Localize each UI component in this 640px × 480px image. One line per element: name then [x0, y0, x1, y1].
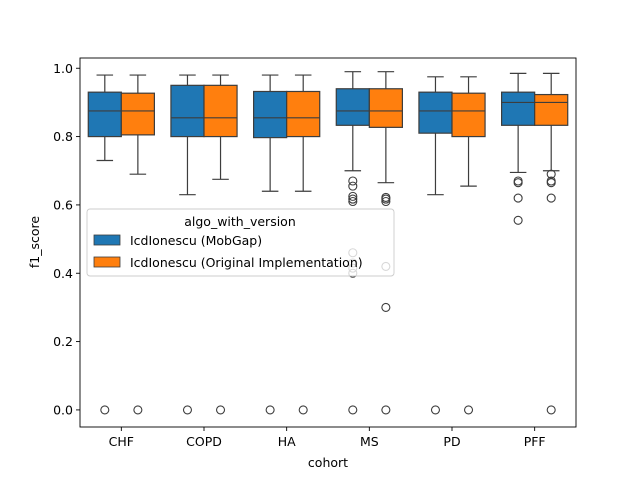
outlier-point — [100, 405, 110, 415]
outlier-point — [265, 405, 275, 415]
outlier-point — [546, 193, 556, 203]
y-tick-label: 0.0 — [53, 402, 73, 417]
box-chf-series-0 — [87, 74, 122, 415]
y-tick-label: 0.6 — [53, 197, 73, 212]
x-tick-label: HA — [278, 434, 296, 449]
legend-label-mobgap: IcdIonescu (MobGap) — [130, 233, 262, 248]
box-body — [368, 88, 404, 128]
outlier-point — [513, 193, 523, 203]
outlier-point — [546, 405, 556, 415]
x-axis-label: cohort — [308, 455, 348, 470]
y-tick-label: 0.8 — [53, 129, 73, 144]
outlier-point — [133, 405, 143, 415]
outlier-point — [513, 215, 523, 225]
box-body — [87, 91, 122, 138]
x-tick-label: MS — [360, 434, 379, 449]
outlier-point — [463, 405, 474, 415]
outlier-point — [381, 192, 391, 202]
outlier-point — [182, 405, 193, 415]
box-body — [286, 90, 321, 138]
y-tick-label: 0.2 — [53, 334, 73, 349]
outlier-point — [348, 405, 358, 415]
box-pd-series-1 — [451, 76, 486, 415]
box-copd-series-0 — [170, 74, 205, 415]
box-body — [170, 84, 205, 138]
box-pff-series-0 — [501, 72, 536, 225]
y-tick-label: 1.0 — [53, 61, 73, 76]
outlier-point — [381, 405, 391, 415]
y-axis-label: f1_score — [27, 216, 42, 269]
outlier-point — [348, 191, 358, 201]
y-axis: 0.0 0.2 0.4 0.6 0.8 1.0 — [53, 61, 80, 417]
x-tick-label: CHF — [109, 434, 134, 449]
axes-frame — [79, 57, 577, 428]
legend: algo_with_version IcdIonescu (MobGap) Ic… — [86, 208, 395, 277]
x-tick-label: PD — [443, 434, 460, 449]
box-ms-series-1 — [368, 71, 404, 415]
outlier-point — [513, 176, 523, 186]
outlier-point — [348, 181, 358, 191]
box-body — [501, 91, 536, 126]
outlier-point — [546, 176, 556, 186]
legend-swatch-mobgap — [93, 234, 121, 246]
box-copd-series-1 — [203, 74, 238, 415]
legend-frame — [86, 208, 395, 277]
legend-label-original: IcdIonescu (Original Implementation) — [130, 255, 363, 270]
legend-title: algo_with_version — [184, 214, 296, 229]
outlier-point — [381, 196, 391, 207]
box-body — [120, 92, 156, 136]
plot-area — [87, 71, 569, 415]
outlier-point — [348, 196, 358, 207]
x-axis: CHF COPD HA MS PD PFF — [109, 427, 546, 449]
box-body — [418, 91, 453, 134]
outlier-point — [381, 302, 391, 312]
box-body — [203, 84, 238, 138]
box-pff-series-1 — [534, 72, 569, 415]
box-body — [253, 90, 288, 139]
x-tick-label: COPD — [186, 434, 222, 449]
legend-swatch-original — [93, 256, 121, 268]
y-tick-label: 0.4 — [53, 266, 73, 281]
box-chf-series-1 — [120, 74, 156, 415]
box-body — [534, 93, 569, 126]
box-pd-series-0 — [418, 76, 453, 415]
outlier-point — [348, 176, 358, 186]
outlier-point — [298, 405, 308, 415]
x-tick-label: PFF — [524, 434, 546, 449]
outlier-point — [215, 405, 226, 415]
box-ha-series-1 — [286, 74, 321, 415]
box-body — [451, 92, 486, 138]
outlier-point — [348, 194, 358, 204]
box-body — [335, 88, 370, 126]
outlier-point — [430, 405, 441, 415]
outlier-point — [546, 169, 556, 179]
